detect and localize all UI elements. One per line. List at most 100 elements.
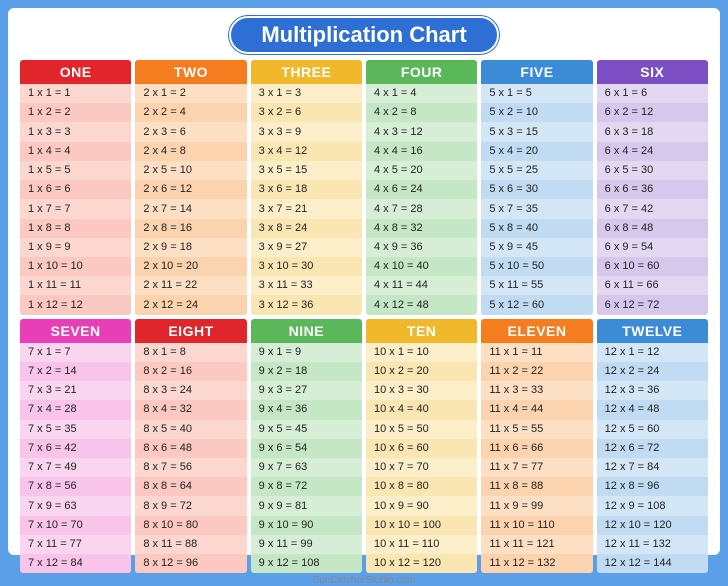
table-row: 5 x 8 = 40 — [481, 219, 592, 238]
table-row: 1 x 11 = 11 — [20, 276, 131, 295]
table-row: 3 x 1 = 3 — [251, 84, 362, 103]
table-row: 1 x 3 = 3 — [20, 122, 131, 141]
table-row: 7 x 9 = 63 — [20, 496, 131, 515]
table-row: 9 x 11 = 99 — [251, 535, 362, 554]
table-column: EIGHT8 x 1 = 88 x 2 = 168 x 3 = 248 x 4 … — [135, 319, 246, 574]
table-header: FIVE — [481, 60, 592, 84]
table-row: 3 x 11 = 33 — [251, 276, 362, 295]
table-header: NINE — [251, 319, 362, 343]
table-row: 2 x 11 = 22 — [135, 276, 246, 295]
table-row: 6 x 6 = 36 — [597, 180, 708, 199]
table-row: 11 x 8 = 88 — [481, 477, 592, 496]
table-column: TEN10 x 1 = 1010 x 2 = 2010 x 3 = 3010 x… — [366, 319, 477, 574]
table-header: SIX — [597, 60, 708, 84]
table-row: 7 x 1 = 7 — [20, 343, 131, 362]
table-row: 10 x 11 = 110 — [366, 535, 477, 554]
table-rows: 11 x 1 = 1111 x 2 = 2211 x 3 = 3311 x 4 … — [481, 343, 592, 574]
table-row: 10 x 8 = 80 — [366, 477, 477, 496]
table-row: 3 x 2 = 6 — [251, 103, 362, 122]
table-row: 7 x 11 = 77 — [20, 535, 131, 554]
table-row: 5 x 9 = 45 — [481, 238, 592, 257]
table-row: 3 x 12 = 36 — [251, 295, 362, 314]
table-row: 4 x 2 = 8 — [366, 103, 477, 122]
table-rows: 3 x 1 = 33 x 2 = 63 x 3 = 93 x 4 = 123 x… — [251, 84, 362, 315]
table-rows: 10 x 1 = 1010 x 2 = 2010 x 3 = 3010 x 4 … — [366, 343, 477, 574]
table-rows: 1 x 1 = 11 x 2 = 21 x 3 = 31 x 4 = 41 x … — [20, 84, 131, 315]
table-row: 11 x 1 = 11 — [481, 343, 592, 362]
table-row: 4 x 7 = 28 — [366, 199, 477, 218]
table-row: 1 x 2 = 2 — [20, 103, 131, 122]
table-row: 3 x 8 = 24 — [251, 219, 362, 238]
table-row: 8 x 7 = 56 — [135, 458, 246, 477]
table-row: 2 x 8 = 16 — [135, 219, 246, 238]
table-rows: 4 x 1 = 44 x 2 = 84 x 3 = 124 x 4 = 164 … — [366, 84, 477, 315]
table-row: 9 x 4 = 36 — [251, 400, 362, 419]
page-title: Multiplication Chart — [229, 16, 498, 54]
table-header: FOUR — [366, 60, 477, 84]
table-row: 12 x 9 = 108 — [597, 496, 708, 515]
table-row: 11 x 11 = 121 — [481, 535, 592, 554]
table-row: 4 x 4 = 16 — [366, 142, 477, 161]
table-row: 6 x 8 = 48 — [597, 219, 708, 238]
table-row: 7 x 5 = 35 — [20, 420, 131, 439]
table-row: 7 x 12 = 84 — [20, 554, 131, 573]
table-row: 11 x 10 = 110 — [481, 516, 592, 535]
table-row: 3 x 4 = 12 — [251, 142, 362, 161]
table-row: 1 x 1 = 1 — [20, 84, 131, 103]
table-header: THREE — [251, 60, 362, 84]
table-row: 11 x 3 = 33 — [481, 381, 592, 400]
table-row: 2 x 7 = 14 — [135, 199, 246, 218]
table-row: 9 x 8 = 72 — [251, 477, 362, 496]
tables-grid: ONE1 x 1 = 11 x 2 = 21 x 3 = 31 x 4 = 41… — [20, 60, 708, 573]
table-row: 5 x 7 = 35 — [481, 199, 592, 218]
table-row: 6 x 4 = 24 — [597, 142, 708, 161]
table-row: 1 x 8 = 8 — [20, 219, 131, 238]
table-row: 9 x 6 = 54 — [251, 439, 362, 458]
table-row: 9 x 12 = 108 — [251, 554, 362, 573]
table-row: 9 x 2 = 18 — [251, 362, 362, 381]
table-row: 7 x 2 = 14 — [20, 362, 131, 381]
table-row: 1 x 9 = 9 — [20, 238, 131, 257]
table-row: 5 x 5 = 25 — [481, 161, 592, 180]
table-row: 7 x 8 = 56 — [20, 477, 131, 496]
table-rows: 9 x 1 = 99 x 2 = 189 x 3 = 279 x 4 = 369… — [251, 343, 362, 574]
table-row: 5 x 4 = 20 — [481, 142, 592, 161]
table-header: ELEVEN — [481, 319, 592, 343]
chart-card: Multiplication Chart ONE1 x 1 = 11 x 2 =… — [8, 8, 720, 555]
table-row: 2 x 6 = 12 — [135, 180, 246, 199]
table-row: 6 x 11 = 66 — [597, 276, 708, 295]
table-column: NINE9 x 1 = 99 x 2 = 189 x 3 = 279 x 4 =… — [251, 319, 362, 574]
table-header: TEN — [366, 319, 477, 343]
table-row: 8 x 11 = 88 — [135, 535, 246, 554]
table-row: 12 x 7 = 84 — [597, 458, 708, 477]
table-column: ELEVEN11 x 1 = 1111 x 2 = 2211 x 3 = 331… — [481, 319, 592, 574]
table-column: TWELVE12 x 1 = 1212 x 2 = 2412 x 3 = 361… — [597, 319, 708, 574]
table-row: 10 x 10 = 100 — [366, 516, 477, 535]
table-row: 5 x 2 = 10 — [481, 103, 592, 122]
table-row: 8 x 9 = 72 — [135, 496, 246, 515]
table-rows: 8 x 1 = 88 x 2 = 168 x 3 = 248 x 4 = 328… — [135, 343, 246, 574]
table-row: 4 x 11 = 44 — [366, 276, 477, 295]
table-rows: 6 x 1 = 66 x 2 = 126 x 3 = 186 x 4 = 246… — [597, 84, 708, 315]
table-row: 12 x 8 = 96 — [597, 477, 708, 496]
table-row: 6 x 3 = 18 — [597, 122, 708, 141]
table-header: SEVEN — [20, 319, 131, 343]
table-column: THREE3 x 1 = 33 x 2 = 63 x 3 = 93 x 4 = … — [251, 60, 362, 315]
table-row: 11 x 2 = 22 — [481, 362, 592, 381]
table-column: ONE1 x 1 = 11 x 2 = 21 x 3 = 31 x 4 = 41… — [20, 60, 131, 315]
table-row: 12 x 10 = 120 — [597, 516, 708, 535]
table-header: EIGHT — [135, 319, 246, 343]
table-row: 8 x 3 = 24 — [135, 381, 246, 400]
table-row: 9 x 3 = 27 — [251, 381, 362, 400]
table-rows: 2 x 1 = 22 x 2 = 42 x 3 = 62 x 4 = 82 x … — [135, 84, 246, 315]
table-row: 12 x 3 = 36 — [597, 381, 708, 400]
table-row: 4 x 12 = 48 — [366, 295, 477, 314]
table-row: 4 x 3 = 12 — [366, 122, 477, 141]
table-row: 5 x 11 = 55 — [481, 276, 592, 295]
table-column: SEVEN7 x 1 = 77 x 2 = 147 x 3 = 217 x 4 … — [20, 319, 131, 574]
table-row: 6 x 5 = 30 — [597, 161, 708, 180]
table-row: 2 x 3 = 6 — [135, 122, 246, 141]
table-row: 11 x 5 = 55 — [481, 420, 592, 439]
table-row: 5 x 6 = 30 — [481, 180, 592, 199]
table-row: 4 x 9 = 36 — [366, 238, 477, 257]
